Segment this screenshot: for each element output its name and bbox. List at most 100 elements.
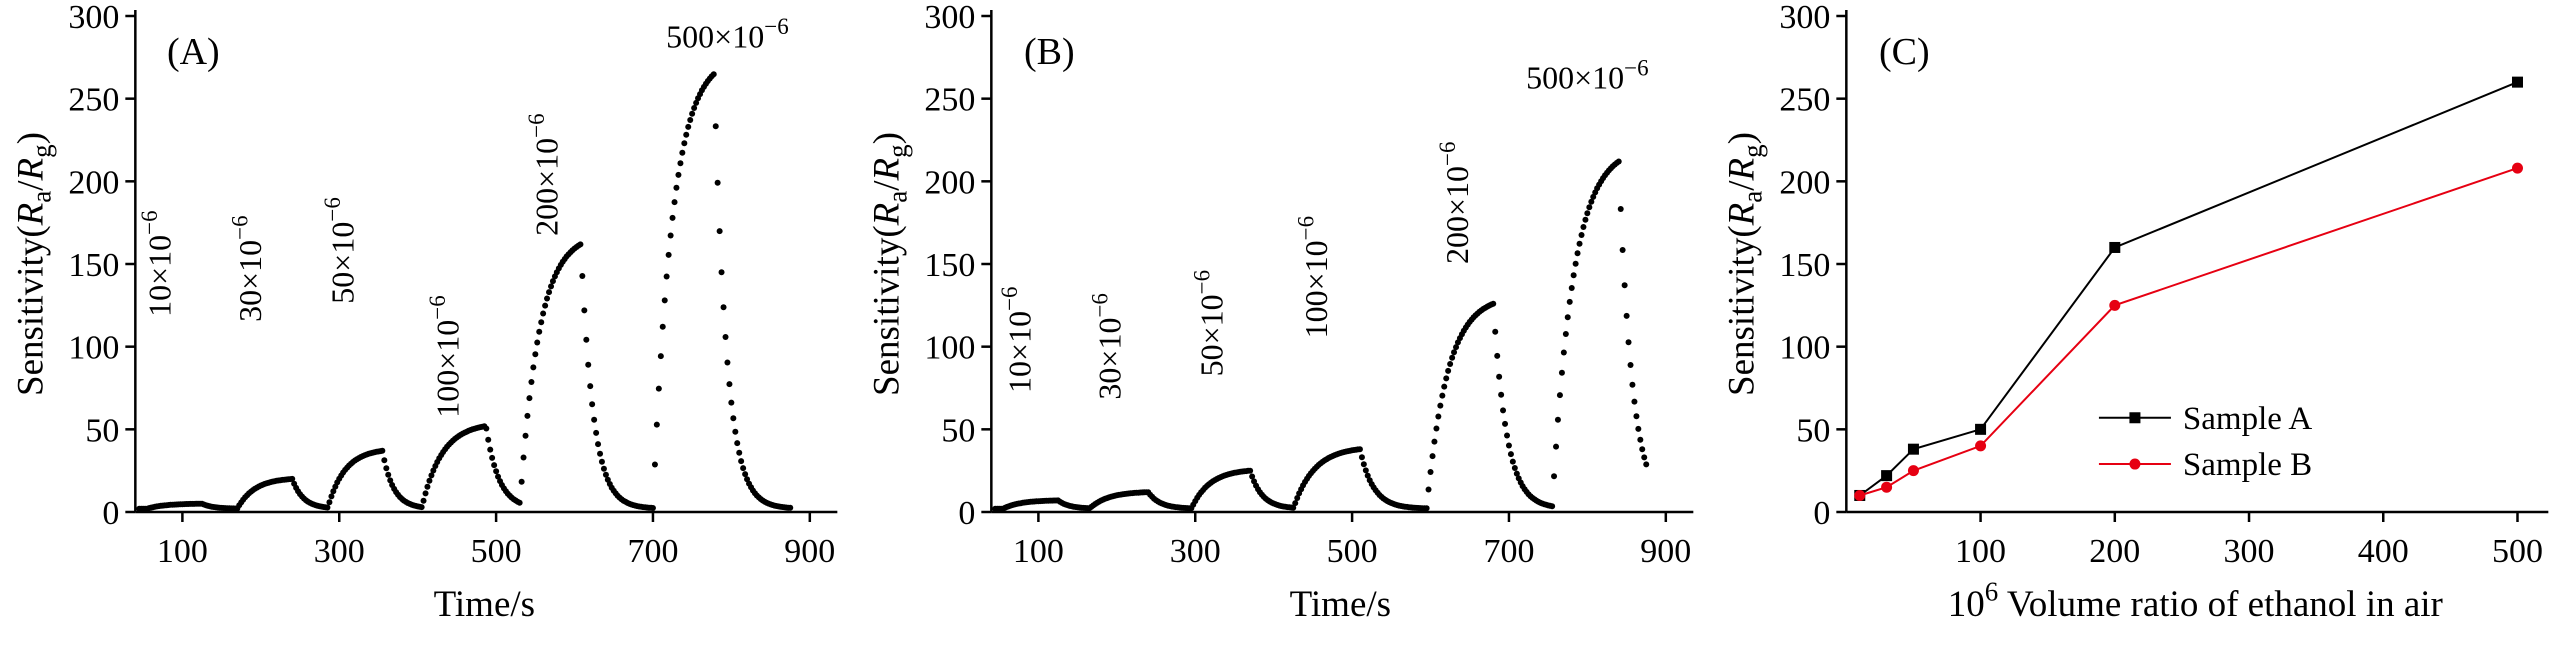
- data-dot: [1439, 392, 1446, 399]
- legend-label: Sample B: [2183, 447, 2312, 483]
- data-dot: [1356, 446, 1363, 453]
- x-tick-label: 500: [471, 533, 522, 570]
- data-dot: [540, 310, 547, 317]
- data-dot: [489, 454, 496, 461]
- data-dot: [597, 450, 604, 457]
- data-dot: [1450, 349, 1457, 356]
- data-dot: [330, 488, 337, 495]
- axes: [125, 10, 838, 522]
- chart-svg-B: 100 300 500 700 900 0 50 100 150 200 250 300 Time/s S…: [866, 0, 1694, 625]
- data-dot: [1429, 453, 1436, 460]
- data-dot: [1619, 247, 1626, 253]
- data-dot: [1499, 407, 1506, 414]
- data-dot: [1638, 446, 1645, 453]
- y-tick-label: 150: [1780, 247, 1831, 284]
- data-dot: [1503, 432, 1510, 439]
- concentration-label: 100×10−6: [425, 295, 465, 418]
- x-axis-title: 106 Volume ratio of ethanol in air: [1948, 577, 2443, 626]
- data-dot: [598, 458, 605, 465]
- concentration-labels: 10×10−6 30×10−6 50×10−6 100×10−6 200×10−6 500…: [997, 55, 1648, 399]
- x-tick-label: 700: [1483, 533, 1534, 570]
- square-marker: [1975, 423, 1987, 435]
- legend-circle-marker: [2129, 458, 2141, 470]
- data-dot: [1435, 413, 1442, 420]
- x-axis-title: Time/s: [1289, 584, 1390, 625]
- square-marker: [1908, 443, 1920, 455]
- data-dot: [585, 361, 592, 368]
- data-dot: [693, 99, 700, 106]
- data-dot: [1625, 339, 1632, 346]
- concentration-label: 10×10−6: [137, 210, 177, 317]
- x-tick-label: 700: [627, 533, 678, 570]
- y-tick-label: 0: [102, 495, 119, 532]
- data-dot: [326, 499, 333, 506]
- data-dot: [669, 214, 676, 221]
- data-dot: [1558, 369, 1565, 376]
- series-sample-b: [1854, 162, 2524, 501]
- data-dot: [657, 353, 664, 360]
- data-dot: [1511, 465, 1518, 471]
- data-dot: [1491, 328, 1498, 335]
- chart-svg-C: 100 200 300 400 500 0 50 100 150 200 250 300 106 Vol…: [1722, 0, 2549, 626]
- data-dot: [732, 428, 739, 435]
- concentration-label: 50×10−6: [1189, 270, 1229, 377]
- data-dot: [518, 478, 525, 485]
- data-dot: [383, 465, 390, 472]
- data-dot: [1588, 198, 1595, 205]
- data-dot: [1562, 331, 1569, 337]
- circle-marker: [1908, 465, 1920, 477]
- data-dot: [548, 283, 555, 290]
- data-dot: [1246, 467, 1253, 474]
- data-dot: [1550, 473, 1557, 480]
- data-dot: [583, 336, 590, 343]
- y-axis-title: Sensitivity(Ra/Rg): [1722, 132, 1768, 396]
- data-dot: [1552, 443, 1559, 450]
- square-marker: [2512, 76, 2524, 88]
- data-dot: [1427, 469, 1434, 475]
- square-marker: [2109, 241, 2121, 253]
- data-dot: [1556, 392, 1563, 399]
- data-dot: [493, 468, 500, 475]
- data-dot: [1489, 300, 1496, 307]
- data-dot: [787, 504, 794, 511]
- data-dot: [1621, 282, 1628, 289]
- y-tick-label: 250: [924, 82, 975, 119]
- data-dot: [1507, 451, 1514, 458]
- data-dot: [1433, 425, 1440, 432]
- data-dot: [661, 297, 668, 304]
- panel-label: (C): [1879, 31, 1930, 73]
- data-dot: [691, 105, 698, 111]
- axes: [1836, 10, 2549, 522]
- data-dot: [1635, 425, 1642, 432]
- y-tick-label: 150: [924, 247, 975, 284]
- data-dot: [587, 383, 594, 390]
- concentration-label: 30×10−6: [227, 215, 267, 322]
- data-dot: [1293, 495, 1300, 501]
- data-dot: [1631, 398, 1638, 405]
- data-dot: [1505, 442, 1512, 449]
- data-dot: [379, 447, 386, 454]
- data-dot: [1493, 352, 1500, 359]
- data-dot: [549, 278, 556, 285]
- data-dot: [581, 307, 588, 314]
- data-dot: [418, 504, 425, 511]
- data-dot: [738, 458, 745, 465]
- data-dot: [593, 429, 600, 436]
- data-dot: [1442, 375, 1449, 382]
- data-dot: [526, 395, 533, 402]
- data-dot: [1291, 500, 1298, 507]
- x-tick-label: 300: [2224, 533, 2275, 570]
- data-dot: [710, 71, 717, 78]
- data-dot: [679, 149, 686, 156]
- data-dot: [1586, 204, 1593, 211]
- data-dot: [1440, 383, 1447, 390]
- data-dot: [1446, 361, 1453, 367]
- y-tick-label: 0: [958, 495, 975, 532]
- data-dot: [655, 385, 662, 392]
- data-dot: [1362, 467, 1369, 474]
- data-dot: [722, 334, 729, 340]
- y-axis-title: Sensitivity(Ra/Rg): [866, 132, 912, 396]
- data-dot: [1615, 158, 1622, 165]
- data-dot: [651, 461, 658, 468]
- data-dot: [1495, 373, 1502, 380]
